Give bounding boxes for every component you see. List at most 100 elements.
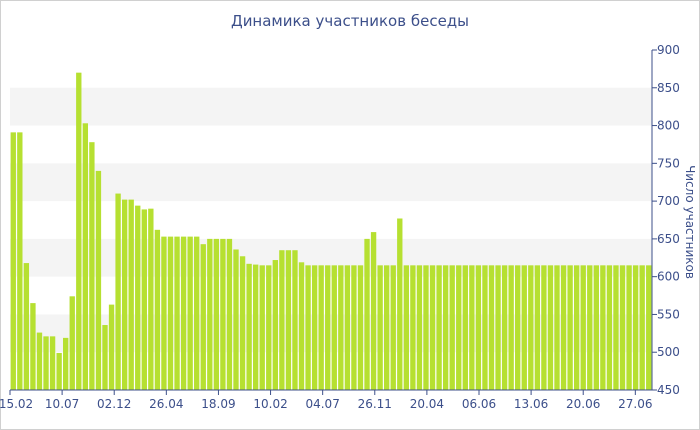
bar <box>298 262 305 390</box>
bar <box>226 238 233 390</box>
bar <box>148 208 154 390</box>
bar <box>128 199 134 390</box>
y-axis-label: Число участников <box>683 165 697 279</box>
bar <box>279 250 285 390</box>
bar <box>82 123 89 390</box>
bar <box>344 265 351 390</box>
bar <box>17 132 23 391</box>
bar <box>305 265 311 390</box>
bar <box>429 265 436 390</box>
bar <box>10 132 16 391</box>
bar <box>135 205 141 390</box>
bar <box>580 265 586 390</box>
bar <box>606 265 613 390</box>
x-tick-label: 02.12 <box>97 397 131 411</box>
x-tick-label: 06.06 <box>462 397 496 411</box>
bar <box>646 265 652 390</box>
bar <box>632 265 639 390</box>
bar <box>370 232 377 390</box>
y-tick-label: 850 <box>657 81 680 95</box>
y-tick-label: 450 <box>657 383 680 397</box>
y-axis: 450 500 550 600 650 700 750 800 850 900 <box>651 43 680 397</box>
bar <box>469 265 475 390</box>
bar <box>573 265 580 390</box>
y-tick-label: 550 <box>657 307 680 321</box>
bar <box>266 265 272 390</box>
bar <box>331 265 337 390</box>
bar <box>410 265 416 390</box>
bar <box>108 304 115 390</box>
y-tick-label: 750 <box>657 156 680 170</box>
bar <box>534 265 541 390</box>
bar <box>462 265 468 390</box>
bar <box>76 72 82 391</box>
bar <box>69 296 75 390</box>
bar <box>95 170 102 390</box>
bar <box>416 265 423 390</box>
bar <box>292 250 298 390</box>
y-tick-label: 700 <box>657 194 680 208</box>
bar <box>246 263 252 390</box>
bar <box>567 265 573 390</box>
grid-band <box>10 163 652 202</box>
bar <box>613 265 619 390</box>
y-tick-label: 900 <box>657 43 680 57</box>
bar <box>180 236 187 390</box>
y-tick-label: 800 <box>657 119 680 133</box>
x-tick-label: 10.07 <box>45 397 79 411</box>
bar <box>587 265 593 390</box>
bar <box>351 265 357 390</box>
bar <box>115 193 121 390</box>
grid-band <box>10 87 652 126</box>
x-tick-label: 13.06 <box>514 397 548 411</box>
y-tick-label: 600 <box>657 270 680 284</box>
bar <box>154 229 161 390</box>
bar <box>397 218 403 390</box>
bar <box>220 238 226 390</box>
bar <box>626 265 632 390</box>
bar <box>285 250 292 390</box>
x-tick-label: 18.09 <box>201 397 235 411</box>
bar <box>49 336 56 390</box>
bar <box>482 265 488 390</box>
bar <box>495 265 501 390</box>
bar <box>508 265 514 390</box>
bar <box>161 236 167 390</box>
x-tick-label: 26.11 <box>358 397 392 411</box>
bar <box>639 265 645 390</box>
bar <box>593 265 599 390</box>
bar <box>436 265 442 390</box>
x-axis: 15.02 10.07 02.12 26.04 18.09 10.02 04.07 26.11… <box>0 389 653 411</box>
bar <box>560 265 567 390</box>
bar <box>233 249 239 390</box>
bar <box>272 260 278 390</box>
bar <box>239 256 246 390</box>
bar <box>501 265 508 390</box>
bar <box>364 238 370 390</box>
bar <box>318 265 324 390</box>
bar <box>528 265 534 390</box>
y-tick-label: 500 <box>657 345 680 359</box>
bar <box>63 337 69 390</box>
bar <box>43 336 49 390</box>
x-tick-label: 20.06 <box>566 397 600 411</box>
bar <box>600 265 606 390</box>
bar <box>325 265 331 390</box>
bar <box>259 265 265 390</box>
bar <box>252 264 259 390</box>
x-tick-label: 20.04 <box>410 397 444 411</box>
bar <box>141 209 147 390</box>
x-tick-label: 04.07 <box>305 397 339 411</box>
bar <box>23 263 30 390</box>
bar <box>187 236 193 390</box>
bar <box>174 236 180 390</box>
bar <box>121 199 128 390</box>
x-tick-label: 15.02 <box>0 397 33 411</box>
bar <box>30 303 36 390</box>
bar <box>403 265 410 390</box>
bar <box>357 265 364 390</box>
bar <box>167 236 174 390</box>
x-tick-label: 10.02 <box>253 397 287 411</box>
bar <box>554 265 560 390</box>
bars <box>10 72 652 391</box>
